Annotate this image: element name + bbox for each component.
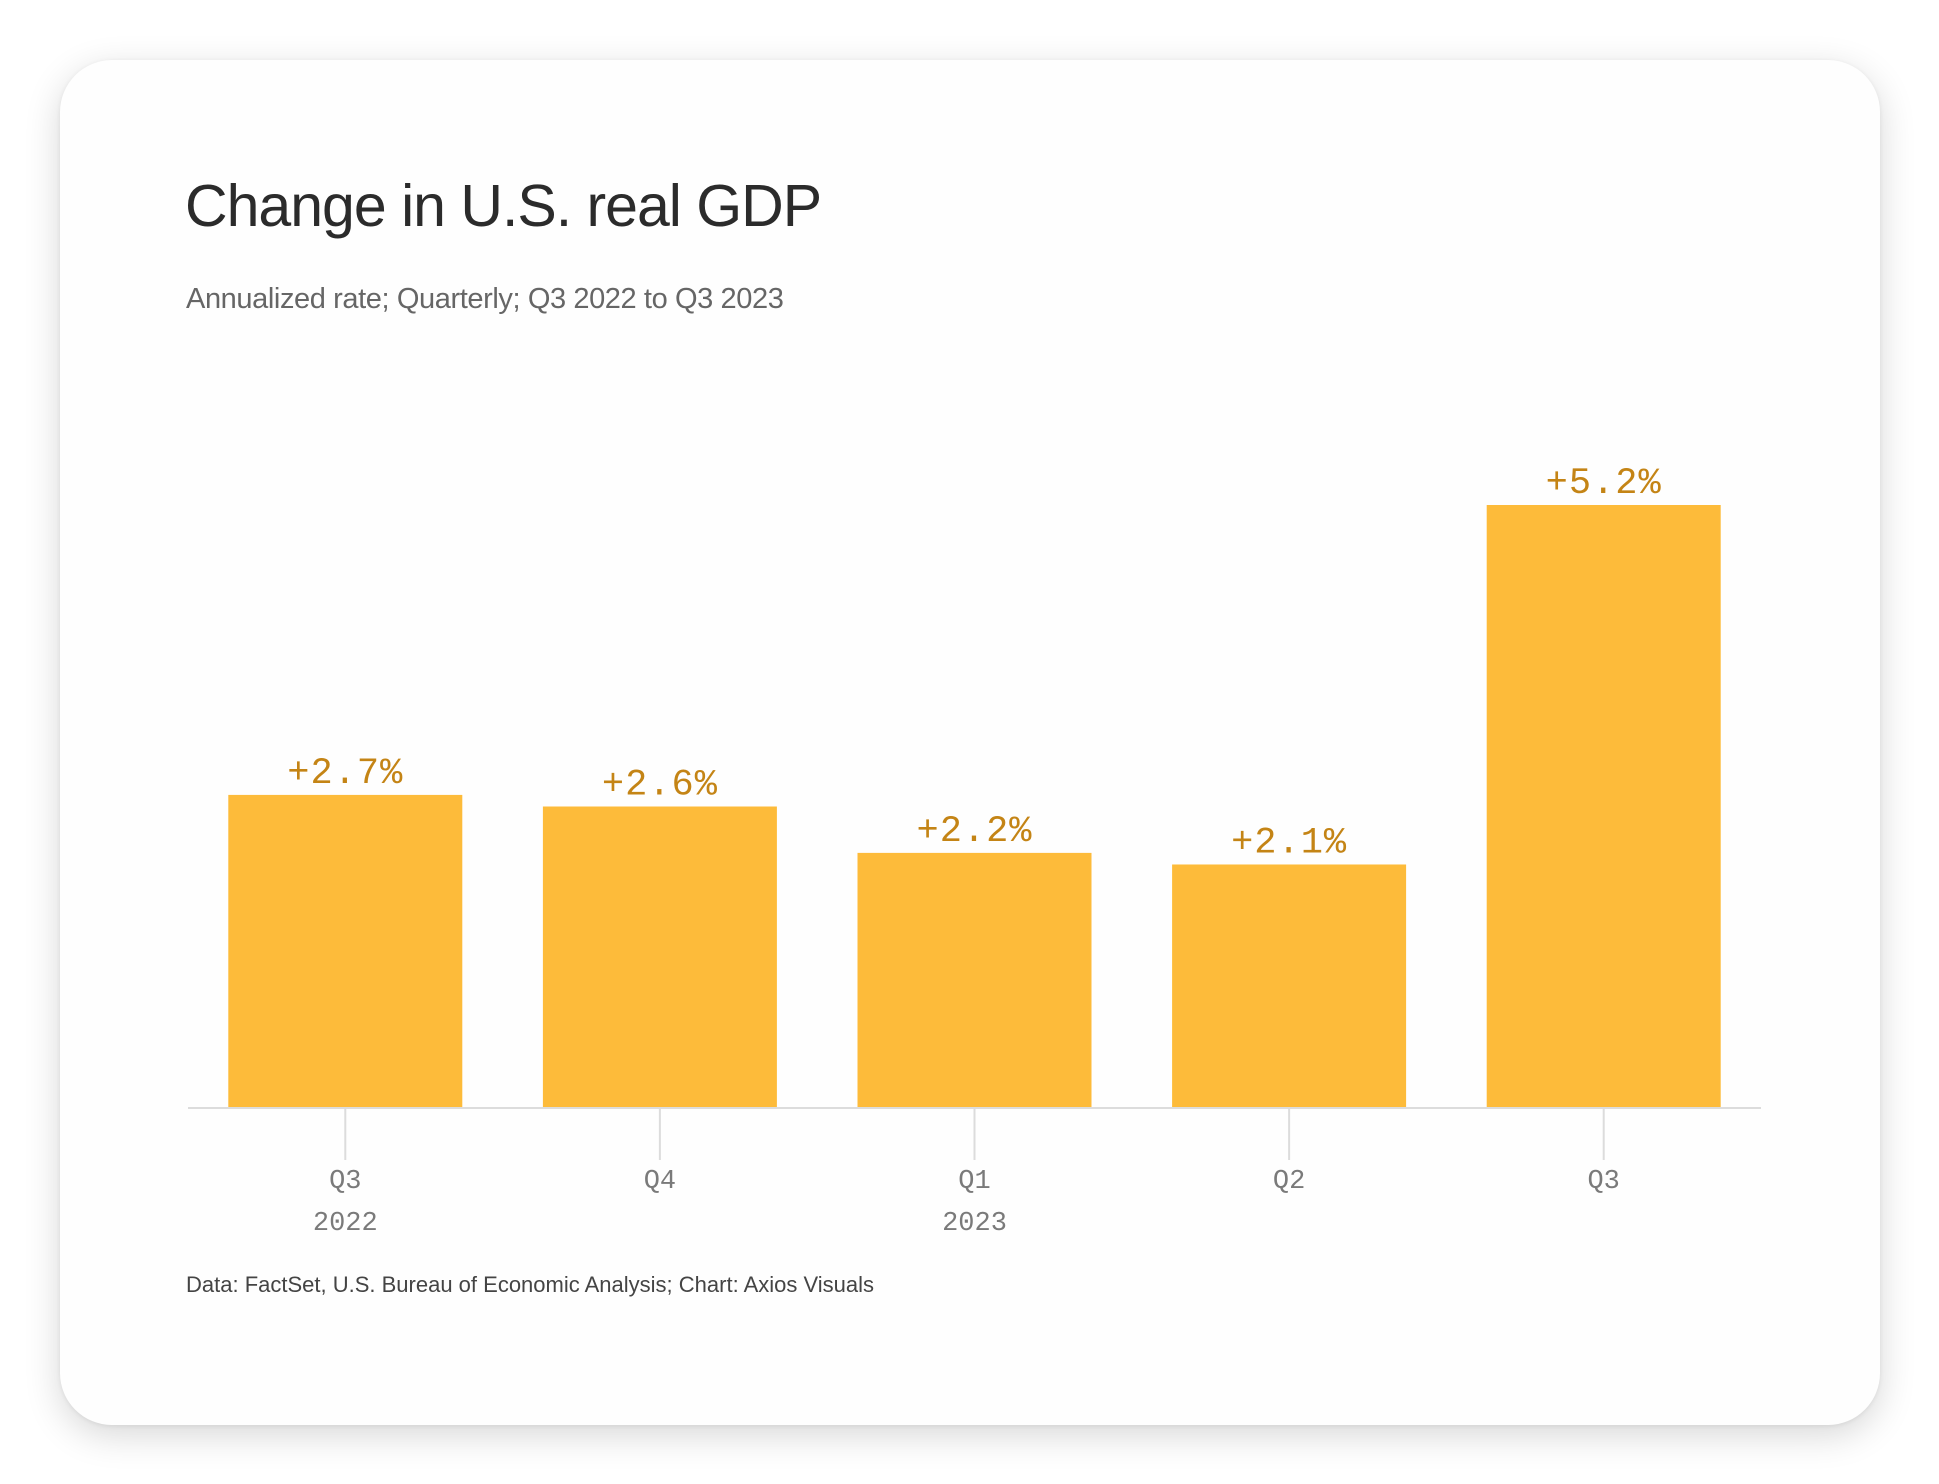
- bar-value-label: +2.1%: [1231, 822, 1347, 864]
- x-tick-label: Q4: [644, 1167, 676, 1197]
- x-tick-label: Q3: [1587, 1167, 1619, 1197]
- x-year-label: 2023: [942, 1209, 1007, 1239]
- bar-value-label: +2.2%: [916, 811, 1032, 853]
- x-tick-label: Q3: [329, 1167, 361, 1197]
- source-note: Data: FactSet, U.S. Bureau of Economic A…: [186, 1272, 875, 1297]
- bar-value-label: +2.6%: [602, 765, 718, 807]
- bar: [1486, 505, 1721, 1108]
- bar: [1172, 864, 1407, 1108]
- bar: [857, 852, 1092, 1108]
- x-tick-label: Q1: [958, 1167, 990, 1197]
- bar-value-label: +5.2%: [1546, 463, 1662, 505]
- x-tick-label: Q2: [1273, 1167, 1305, 1197]
- bar-value-label: +2.7%: [287, 753, 403, 795]
- chart-title: Change in U.S. real GDP: [185, 173, 822, 239]
- bar: [542, 806, 777, 1108]
- chart-subtitle: Annualized rate; Quarterly; Q3 2022 to Q…: [186, 283, 784, 315]
- bar: [228, 794, 463, 1108]
- x-year-label: 2022: [313, 1209, 378, 1239]
